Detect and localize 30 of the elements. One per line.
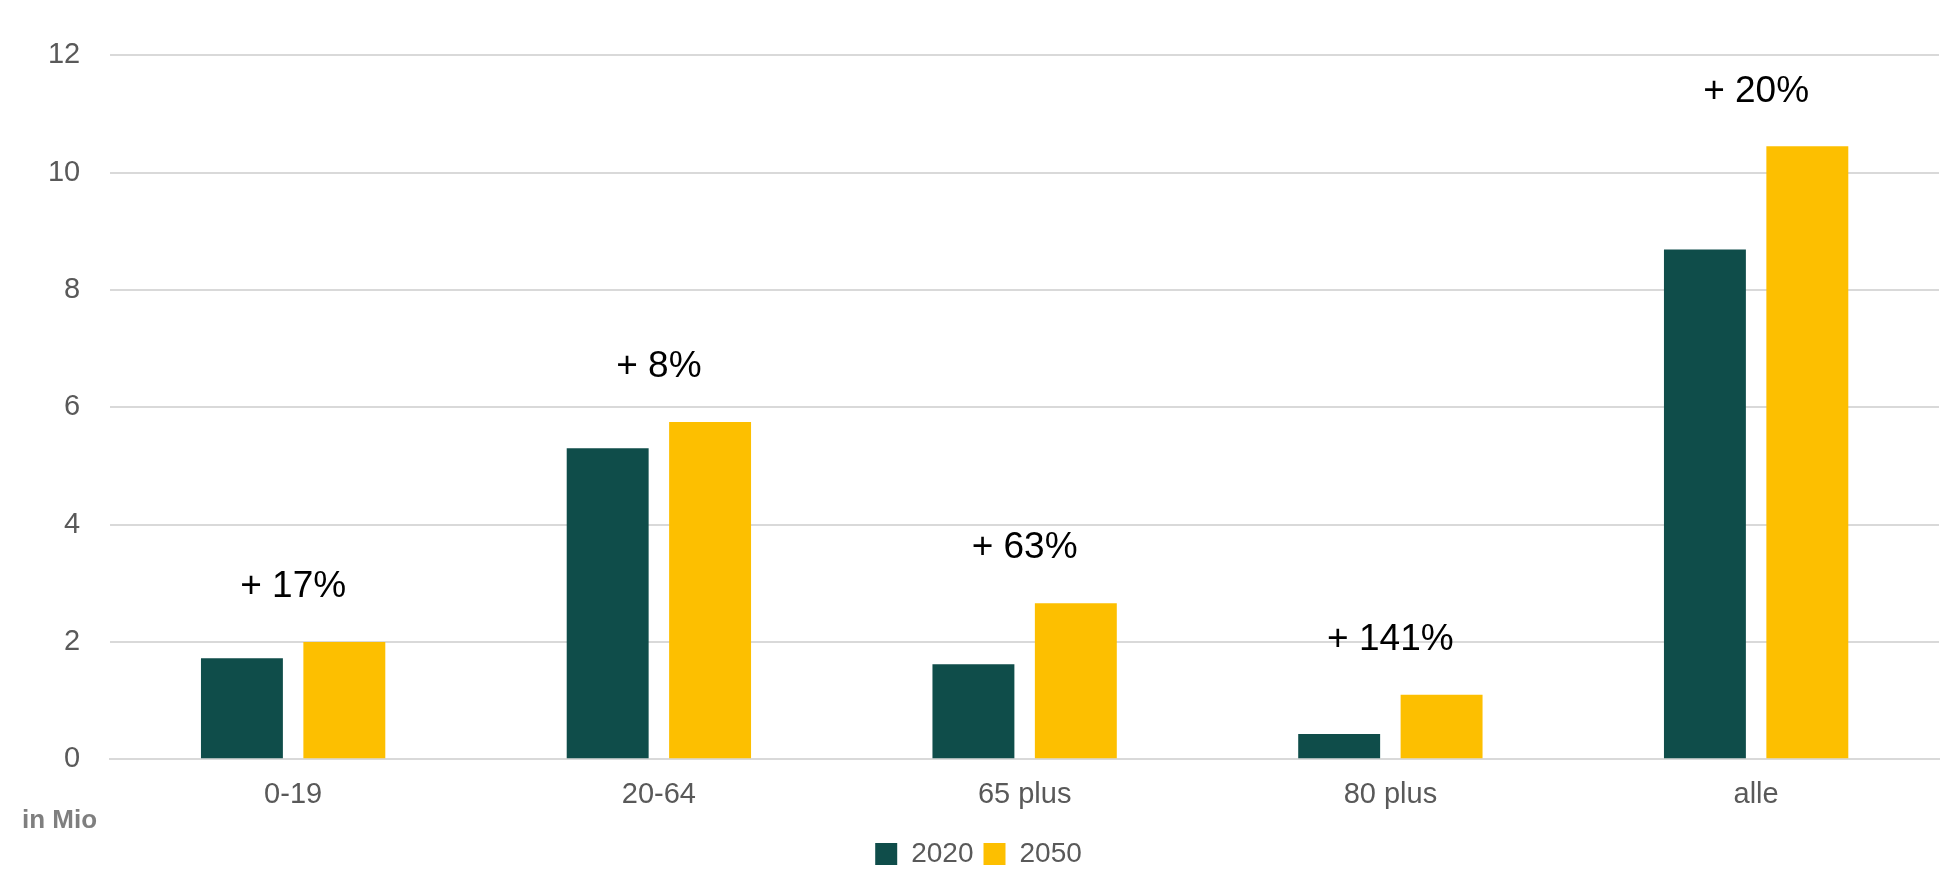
bar: [1663, 249, 1746, 759]
x-tick-label: 65 plus: [977, 776, 1072, 809]
annotation: + 141%: [1327, 616, 1454, 658]
annotation: + 8%: [616, 344, 702, 386]
y-tick-label: 2: [64, 623, 81, 656]
annotation: + 63%: [971, 525, 1078, 567]
y-tick-label: 0: [64, 741, 81, 774]
y-tick-label: 4: [64, 506, 81, 539]
annotation: + 20%: [1703, 68, 1810, 110]
bar: [566, 448, 649, 759]
x-tick-label: 80 plus: [1343, 776, 1438, 809]
y-tick-label: 12: [47, 37, 81, 70]
y-axis-title: in Mio: [22, 804, 98, 835]
legend-label: 2050: [1019, 836, 1082, 868]
bar: [200, 658, 283, 759]
bar: [932, 664, 1015, 759]
x-tick-label: 0-19: [264, 776, 323, 809]
bar: [1766, 146, 1849, 759]
bar: [303, 641, 386, 759]
x-tick-label: alle: [1733, 776, 1779, 809]
bar: [1400, 694, 1483, 759]
x-tick-label: 20-64: [621, 776, 696, 809]
bar: [1298, 733, 1381, 759]
y-tick-label: 10: [47, 154, 81, 187]
annotation: + 17%: [240, 564, 347, 606]
bar: [669, 421, 752, 759]
bar: [1034, 603, 1117, 759]
legend-label: 2020: [911, 836, 974, 868]
y-tick-label: 8: [64, 272, 81, 304]
y-tick-label: 6: [64, 389, 81, 422]
